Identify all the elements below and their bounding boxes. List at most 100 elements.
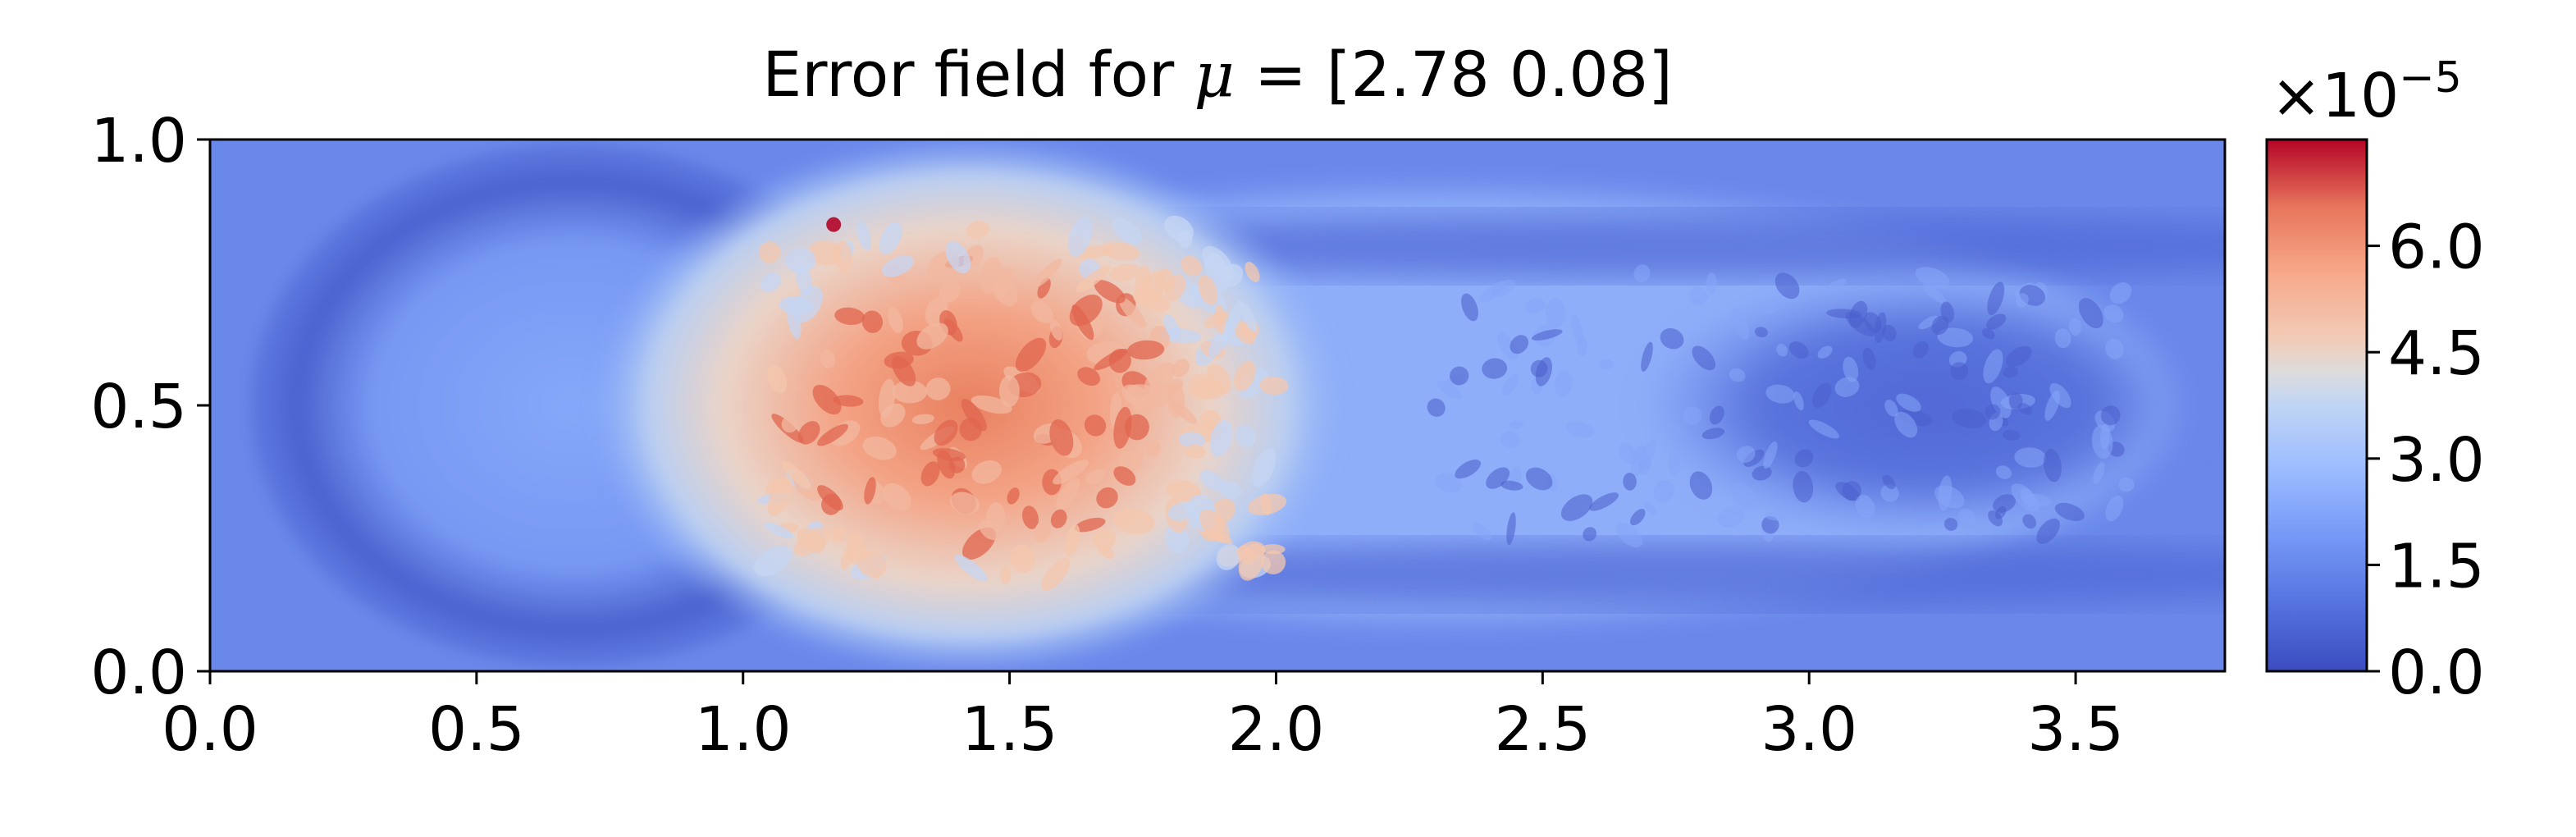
mesh-speckle [1589,492,1619,511]
mesh-speckle [892,380,928,404]
mesh-speckle [1098,545,1115,560]
mesh-speckle [999,375,1020,408]
mesh-speckle [1788,341,1809,359]
mesh-speckle [1631,444,1647,477]
mesh-speckle [1823,278,1847,295]
mesh-speckle [857,551,887,578]
mesh-speckle [1509,420,1524,430]
mesh-speckle [1259,376,1289,395]
mesh-speckle [1121,384,1154,409]
y-tick-label: 1.0 [90,106,187,176]
mesh-speckle [1239,302,1258,332]
mesh-speckle [1896,393,1921,412]
mesh-speckle [1644,501,1656,515]
mesh-speckle [1071,304,1094,341]
mesh-speckle [1165,274,1186,301]
mesh-speckle [1752,465,1772,481]
mesh-speckle [1943,518,1958,531]
mesh-speckle [1209,419,1233,457]
mesh-speckle [1765,384,1795,404]
mesh-speckle [1501,373,1519,396]
mesh-speckle [1164,215,1194,242]
mesh-speckle [1987,281,2005,316]
mesh-speckle [1199,510,1230,542]
mesh-speckle [1193,378,1226,400]
mesh-speckle [879,222,902,255]
mesh-speckle [1506,512,1516,546]
mesh-speckle [1630,509,1646,526]
mesh-speckle [1754,327,1768,338]
mesh-speckle [1912,341,1929,359]
mesh-speckle [1181,255,1203,277]
mesh-speckle [2049,382,2071,409]
mesh-speckle [1131,448,1144,464]
colorbar-tick-label: 0.0 [2388,638,2485,708]
mesh-speckle [1545,298,1566,328]
mesh-speckle [2002,429,2021,441]
mesh-speckle [1261,550,1286,574]
mesh-speckle [1554,371,1573,397]
mesh-speckle [945,240,971,273]
mesh-speckle [1692,345,1716,371]
mesh-speckle [2015,293,2029,309]
x-tick-label: 0.0 [162,694,258,765]
mesh-speckle [817,423,848,446]
downstream-low-region [1641,274,2215,537]
mesh-speckle [1623,473,1637,491]
mesh-speckle [1172,359,1190,377]
mesh-speckle [954,554,988,582]
mesh-speckle [1743,449,1765,467]
mesh-speckle [2105,495,2124,522]
mesh-speckle [882,483,911,512]
mesh-speckle [1220,263,1244,287]
mesh-speckle [2054,328,2071,349]
mesh-speckle [1940,301,1954,323]
heatmap-field [210,140,2225,671]
mesh-speckle [1922,284,1947,304]
mesh-speckle [764,522,794,539]
colorbar-gradient [2265,138,2368,673]
mesh-speckle [781,416,798,433]
mesh-speckle [939,279,961,303]
mesh-speckle [1995,465,2012,479]
mesh-speckle [2100,405,2121,426]
mesh-speckle [1793,470,1814,503]
mesh-speckle [881,255,915,277]
mesh-speckle [856,220,871,251]
mesh-speckle [1217,480,1242,500]
mesh-speckle [1113,508,1155,535]
mesh-speckle [1245,262,1260,282]
mesh-speckle [1793,391,1804,411]
mesh-speckle [784,248,816,273]
mesh-speckle [1843,356,1859,382]
mesh-speckle [786,297,802,340]
mesh-speckle [1165,378,1184,396]
mesh-speckle [1096,487,1118,509]
mesh-speckle [862,436,897,460]
mesh-speckle [812,384,842,415]
mesh-speckle [2006,345,2032,367]
mesh-speckle [1144,362,1176,395]
mesh-speckle [1030,300,1054,323]
mesh-speckle [1145,439,1161,457]
mesh-speckle [1812,382,1832,409]
mesh-speckle [1252,448,1277,487]
mesh-speckle [840,544,856,569]
mesh-speckle [1216,543,1240,570]
mesh-speckle [1112,217,1142,245]
mesh-speckle [1009,544,1036,574]
mesh-speckle [2118,477,2135,492]
mesh-speckle [1763,441,1778,469]
mesh-speckle [1094,349,1128,371]
mesh-speckle [1808,419,1839,439]
mesh-speckle [1653,479,1675,503]
mesh-speckle [888,307,903,333]
mesh-speckle [795,264,813,296]
mesh-speckle [1166,479,1201,502]
mesh-speckle [1706,272,1717,295]
mesh-speckle [1015,337,1047,372]
mesh-speckle [1938,475,1953,511]
mesh-speckle [864,477,876,505]
mesh-speckle [1077,367,1100,386]
